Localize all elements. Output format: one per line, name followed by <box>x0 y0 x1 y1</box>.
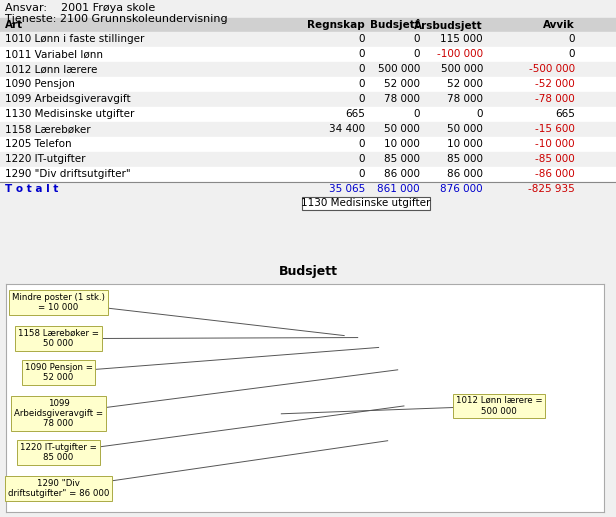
Text: -825 935: -825 935 <box>529 184 575 194</box>
Wedge shape <box>342 307 381 398</box>
Wedge shape <box>251 307 386 489</box>
Text: 78 000: 78 000 <box>447 95 483 104</box>
Text: 1220 IT-utgifter: 1220 IT-utgifter <box>5 154 86 164</box>
Text: 78 000: 78 000 <box>384 95 420 104</box>
Text: 115 000: 115 000 <box>440 35 483 44</box>
Bar <box>0 18 616 32</box>
Text: 1099
Arbeidsgiveravgift =
78 000: 1099 Arbeidsgiveravgift = 78 000 <box>14 399 103 429</box>
Text: 0: 0 <box>359 154 365 164</box>
Text: Avvik: Avvik <box>543 20 575 30</box>
Bar <box>0 152 616 167</box>
Text: 1130 Medisinske utgifter: 1130 Medisinske utgifter <box>301 198 431 208</box>
Bar <box>0 122 616 137</box>
Bar <box>0 32 616 47</box>
Text: 665: 665 <box>345 109 365 119</box>
Bar <box>0 107 616 122</box>
Text: 86 000: 86 000 <box>384 169 420 179</box>
Bar <box>0 77 616 92</box>
Text: 86 000: 86 000 <box>447 169 483 179</box>
Text: 0: 0 <box>359 139 365 149</box>
Text: Mindre poster (1 stk.)
= 10 000: Mindre poster (1 stk.) = 10 000 <box>12 293 105 312</box>
Text: 0: 0 <box>359 50 365 59</box>
Wedge shape <box>342 398 424 478</box>
Text: 0: 0 <box>359 80 365 89</box>
Text: Årsbudsjett: Årsbudsjett <box>415 19 483 31</box>
Bar <box>0 62 616 77</box>
Bar <box>0 47 616 62</box>
Text: 1290 "Div driftsutgifter": 1290 "Div driftsutgifter" <box>5 169 131 179</box>
Text: Ansvar:    2001 Frøya skole: Ansvar: 2001 Frøya skole <box>5 3 155 13</box>
Text: 85 000: 85 000 <box>447 154 483 164</box>
Text: 10 000: 10 000 <box>384 139 420 149</box>
Wedge shape <box>342 307 349 398</box>
Text: 876 000: 876 000 <box>440 184 483 194</box>
Text: 1012 Lønn lærere: 1012 Lønn lærere <box>5 65 97 74</box>
Text: -78 000: -78 000 <box>535 95 575 104</box>
Text: -100 000: -100 000 <box>437 50 483 59</box>
Text: 1158 Lærebøker: 1158 Lærebøker <box>5 124 91 134</box>
Text: 1090 Pensjon =
52 000: 1090 Pensjon = 52 000 <box>25 362 92 382</box>
Text: 0: 0 <box>413 50 420 59</box>
Bar <box>0 92 616 107</box>
Text: -85 000: -85 000 <box>535 154 575 164</box>
Text: 0: 0 <box>413 109 420 119</box>
Text: 1290 "Div
driftsutgifter" = 86 000: 1290 "Div driftsutgifter" = 86 000 <box>8 479 109 498</box>
Text: 500 000: 500 000 <box>440 65 483 74</box>
Text: -52 000: -52 000 <box>535 80 575 89</box>
Text: 50 000: 50 000 <box>384 124 420 134</box>
Text: 34 400: 34 400 <box>329 124 365 134</box>
FancyBboxPatch shape <box>302 196 430 210</box>
Text: 1130 Medisinske utgifter: 1130 Medisinske utgifter <box>5 109 134 119</box>
Text: 1158 Lærebøker =
50 000: 1158 Lærebøker = 50 000 <box>18 329 99 348</box>
Text: Regnskap: Regnskap <box>307 20 365 30</box>
Text: -86 000: -86 000 <box>535 169 575 179</box>
Text: 0: 0 <box>359 169 365 179</box>
Text: 1090 Pensjon: 1090 Pensjon <box>5 80 75 89</box>
Text: Budsjett: Budsjett <box>278 265 338 278</box>
Bar <box>0 182 616 196</box>
Text: Budsjett: Budsjett <box>370 20 420 30</box>
Text: 1010 Lønn i faste stillinger: 1010 Lønn i faste stillinger <box>5 35 144 44</box>
Text: 52 000: 52 000 <box>447 80 483 89</box>
Bar <box>0 167 616 182</box>
Text: -15 600: -15 600 <box>535 124 575 134</box>
Bar <box>0 137 616 152</box>
Wedge shape <box>342 382 433 436</box>
Wedge shape <box>342 336 431 398</box>
Text: 1205 Telefon: 1205 Telefon <box>5 139 71 149</box>
Text: 1011 Variabel lønn: 1011 Variabel lønn <box>5 50 103 59</box>
Text: 1012 Lønn lærere =
500 000: 1012 Lønn lærere = 500 000 <box>456 396 542 416</box>
Text: Art: Art <box>5 20 23 30</box>
Text: 1099 Arbeidsgiveravgift: 1099 Arbeidsgiveravgift <box>5 95 131 104</box>
Text: 85 000: 85 000 <box>384 154 420 164</box>
Text: 52 000: 52 000 <box>384 80 420 89</box>
Text: 0: 0 <box>359 35 365 44</box>
Text: 0: 0 <box>477 109 483 119</box>
Text: 50 000: 50 000 <box>447 124 483 134</box>
Text: 0: 0 <box>359 65 365 74</box>
Text: T o t a l t: T o t a l t <box>5 184 59 194</box>
Text: -10 000: -10 000 <box>535 139 575 149</box>
Text: 861 000: 861 000 <box>378 184 420 194</box>
Text: 500 000: 500 000 <box>378 65 420 74</box>
Text: 0: 0 <box>569 50 575 59</box>
Text: 35 065: 35 065 <box>329 184 365 194</box>
Text: 10 000: 10 000 <box>447 139 483 149</box>
Text: 665: 665 <box>555 109 575 119</box>
Text: 0: 0 <box>413 35 420 44</box>
Text: -500 000: -500 000 <box>529 65 575 74</box>
Text: 0: 0 <box>359 95 365 104</box>
Wedge shape <box>342 316 408 398</box>
Text: 0: 0 <box>569 35 575 44</box>
Text: 1220 IT-utgifter =
85 000: 1220 IT-utgifter = 85 000 <box>20 443 97 462</box>
Text: Tjeneste: 2100 Grunnskoleundervisning: Tjeneste: 2100 Grunnskoleundervisning <box>5 14 228 24</box>
